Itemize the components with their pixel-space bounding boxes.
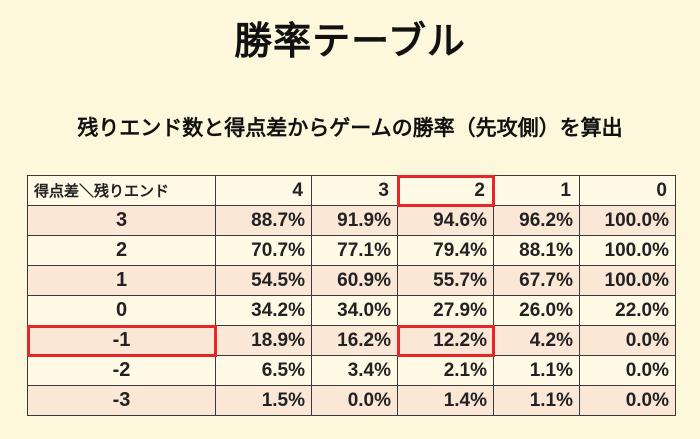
table-cell: 77.1%: [311, 235, 398, 266]
table-row: 1 54.5% 60.9% 55.7% 67.7% 100.0%: [27, 265, 676, 296]
table-cell: 67.7%: [493, 265, 580, 296]
table-row: -2 6.5% 3.4% 2.1% 1.1% 0.0%: [27, 355, 676, 386]
table-header-row: 得点差＼残りエンド 4 3 2 1 0: [27, 174, 676, 207]
table-cell: 100.0%: [579, 265, 676, 296]
table-cell-highlighted: 12.2%: [396, 324, 495, 357]
table-row: -1 18.9% 16.2% 12.2% 4.2% 0.0%: [26, 324, 676, 357]
page-subtitle: 残りエンド数と得点差からゲームの勝率（先攻側）を算出: [77, 116, 623, 140]
table-cell: 0.0%: [579, 325, 676, 356]
table-cell: 70.7%: [215, 235, 312, 266]
table-cell: 88.1%: [493, 235, 580, 266]
page-title: 勝率テーブル: [234, 19, 466, 63]
table-cell: 1.4%: [397, 385, 494, 416]
table-row: 3 88.7% 91.9% 94.6% 96.2% 100.0%: [27, 205, 676, 236]
win-rate-table: 得点差＼残りエンド 4 3 2 1 0 3 88.7% 91.9% 94.6% …: [26, 174, 676, 416]
column-header-3: 3: [311, 175, 398, 206]
table-cell: 100.0%: [579, 205, 676, 236]
table-cell: 1.1%: [493, 385, 580, 416]
table-cell: 4.2%: [493, 325, 580, 356]
row-header-highlighted: -1: [26, 324, 217, 357]
corner-header: 得点差＼残りエンド: [27, 175, 216, 206]
table-cell: 18.9%: [215, 325, 312, 356]
table-cell: 55.7%: [397, 265, 494, 296]
table-cell: 34.2%: [215, 295, 312, 326]
table-cell: 6.5%: [215, 355, 312, 386]
table-cell: 94.6%: [397, 205, 494, 236]
table-cell: 96.2%: [493, 205, 580, 236]
column-header-0: 0: [579, 175, 676, 206]
table-row: 0 34.2% 34.0% 27.9% 26.0% 22.0%: [27, 295, 676, 326]
table-cell: 0.0%: [579, 385, 676, 416]
table-row: -3 1.5% 0.0% 1.4% 1.1% 0.0%: [27, 385, 676, 416]
table-cell: 0.0%: [579, 355, 676, 386]
table-cell: 26.0%: [493, 295, 580, 326]
table-cell: 79.4%: [397, 235, 494, 266]
table-cell: 2.1%: [397, 355, 494, 386]
table-cell: 34.0%: [311, 295, 398, 326]
row-header: 1: [27, 265, 216, 296]
table-cell: 16.2%: [311, 325, 398, 356]
column-header-4: 4: [215, 175, 312, 206]
table-row: 2 70.7% 77.1% 79.4% 88.1% 100.0%: [27, 235, 676, 266]
table-cell: 3.4%: [311, 355, 398, 386]
row-header: 3: [27, 205, 216, 236]
table-cell: 88.7%: [215, 205, 312, 236]
table-cell: 1.1%: [493, 355, 580, 386]
table-cell: 54.5%: [215, 265, 312, 296]
table-cell: 1.5%: [215, 385, 312, 416]
row-header: -2: [27, 355, 216, 386]
table-cell: 60.9%: [311, 265, 398, 296]
row-header: 2: [27, 235, 216, 266]
table-cell: 0.0%: [311, 385, 398, 416]
row-header: 0: [27, 295, 216, 326]
column-header-2-highlighted: 2: [396, 174, 495, 207]
table-cell: 22.0%: [579, 295, 676, 326]
column-header-1: 1: [493, 175, 580, 206]
table-cell: 27.9%: [397, 295, 494, 326]
table-cell: 100.0%: [579, 235, 676, 266]
table-cell: 91.9%: [311, 205, 398, 236]
row-header: -3: [27, 385, 216, 416]
